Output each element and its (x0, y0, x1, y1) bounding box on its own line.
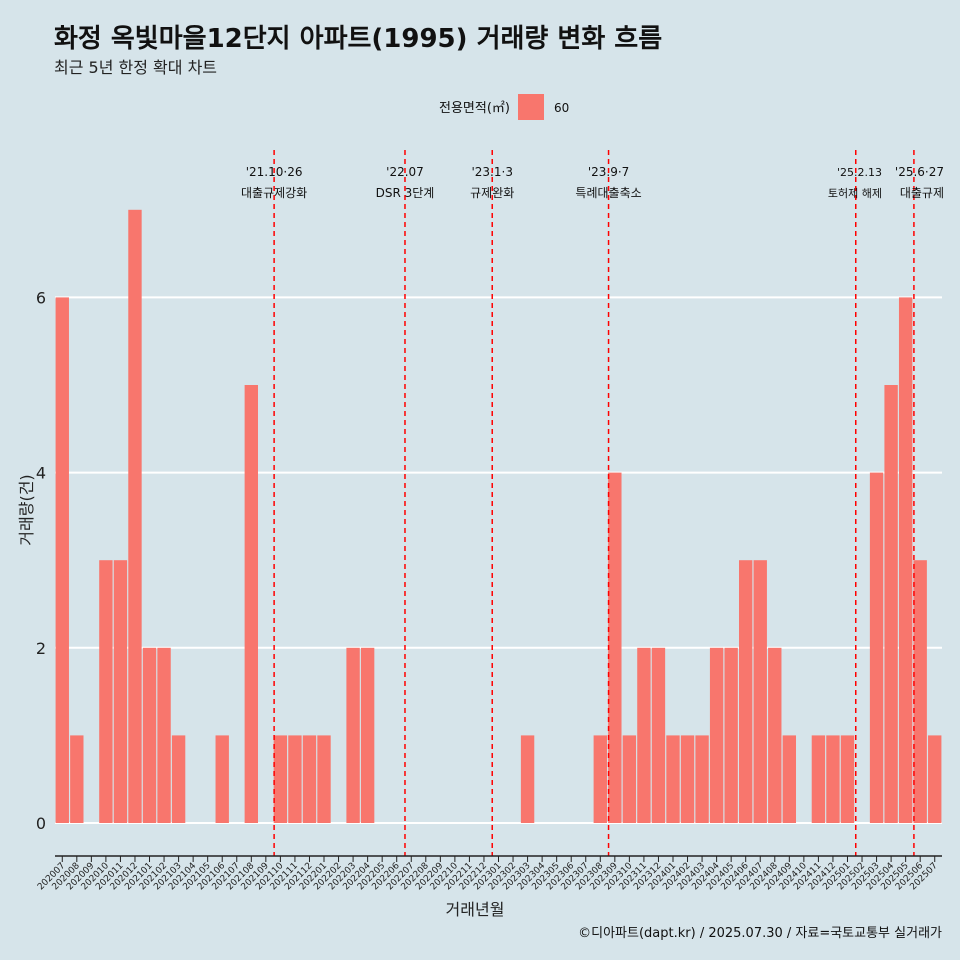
bar (70, 735, 84, 823)
bar (273, 735, 288, 823)
event-label: 규제완화 (470, 186, 514, 200)
bar (157, 647, 171, 823)
y-tick-label: 4 (36, 464, 46, 483)
bar (244, 385, 258, 823)
legend-title: 전용면적(㎡) (439, 101, 510, 116)
legend: 전용면적(㎡) 60 (439, 94, 569, 120)
bar (317, 735, 331, 823)
bar (695, 735, 709, 823)
bar (302, 735, 317, 823)
bar (593, 735, 607, 823)
bar (840, 735, 855, 823)
event-date-label: '22.07 (386, 165, 424, 179)
chart-caption: ©디아파트(dapt.kr) / 2025.07.30 / 자료=국토교통부 실… (578, 926, 942, 941)
bar (768, 647, 782, 823)
chart-subtitle: 최근 5년 한정 확대 차트 (54, 58, 218, 77)
bar (113, 560, 128, 823)
y-tick-label: 0 (36, 814, 46, 833)
bar (215, 735, 229, 823)
bar (753, 560, 767, 823)
bar (884, 385, 898, 823)
bar (520, 735, 535, 823)
bar (898, 297, 913, 823)
event-label: 토허제 해제 (828, 186, 882, 200)
event-label: 대출규제강화 (241, 186, 307, 200)
bar (826, 735, 840, 823)
bar (637, 647, 651, 823)
event-date-label: '23.1·3 (471, 165, 512, 179)
bar (782, 735, 797, 823)
bar (739, 560, 753, 823)
bar (288, 735, 302, 823)
bar (128, 209, 142, 824)
x-axis-title: 거래년월 (446, 900, 505, 919)
grid (55, 296, 942, 824)
x-axis: 2020072020082020092020102020112020122021… (36, 855, 942, 892)
chart-title: 화정 옥빛마을12단지 아파트(1995) 거래량 변화 흐름 (54, 24, 663, 54)
bar (928, 735, 942, 823)
bar (360, 647, 375, 823)
bar (666, 735, 680, 823)
bar (142, 647, 157, 823)
event-lines: '21.10·26 대출규제강화 '22.07 DSR 3단계 '23.1·3 규제완화 '… (241, 150, 944, 856)
legend-swatch (518, 94, 544, 120)
event-date-label: '25.6·27 (895, 165, 944, 179)
bar (869, 472, 884, 823)
event-label: DSR 3단계 (376, 186, 435, 200)
bar (99, 560, 113, 823)
y-axis: 0 2 4 6 (36, 288, 46, 833)
bar (622, 735, 637, 823)
y-axis-title: 거래량(건) (17, 474, 36, 545)
bar (724, 647, 738, 823)
y-tick-label: 2 (36, 639, 46, 658)
bar (608, 472, 622, 823)
bar (55, 297, 69, 823)
bar (811, 735, 826, 823)
bar (651, 647, 666, 823)
bar (346, 647, 360, 823)
y-tick-label: 6 (36, 288, 46, 307)
bar (680, 735, 695, 823)
bar (171, 735, 186, 823)
event-date-label: '23.9·7 (588, 165, 629, 179)
event-date-label: '21.10·26 (246, 165, 303, 179)
event-label: 대출규제 (900, 186, 944, 200)
bar (709, 647, 724, 823)
bars (55, 209, 942, 824)
legend-entry-label: 60 (554, 101, 569, 115)
event-date-label: '25.2.13 (837, 166, 882, 179)
bar (913, 560, 927, 823)
event-label: 특례대출축소 (575, 186, 641, 200)
